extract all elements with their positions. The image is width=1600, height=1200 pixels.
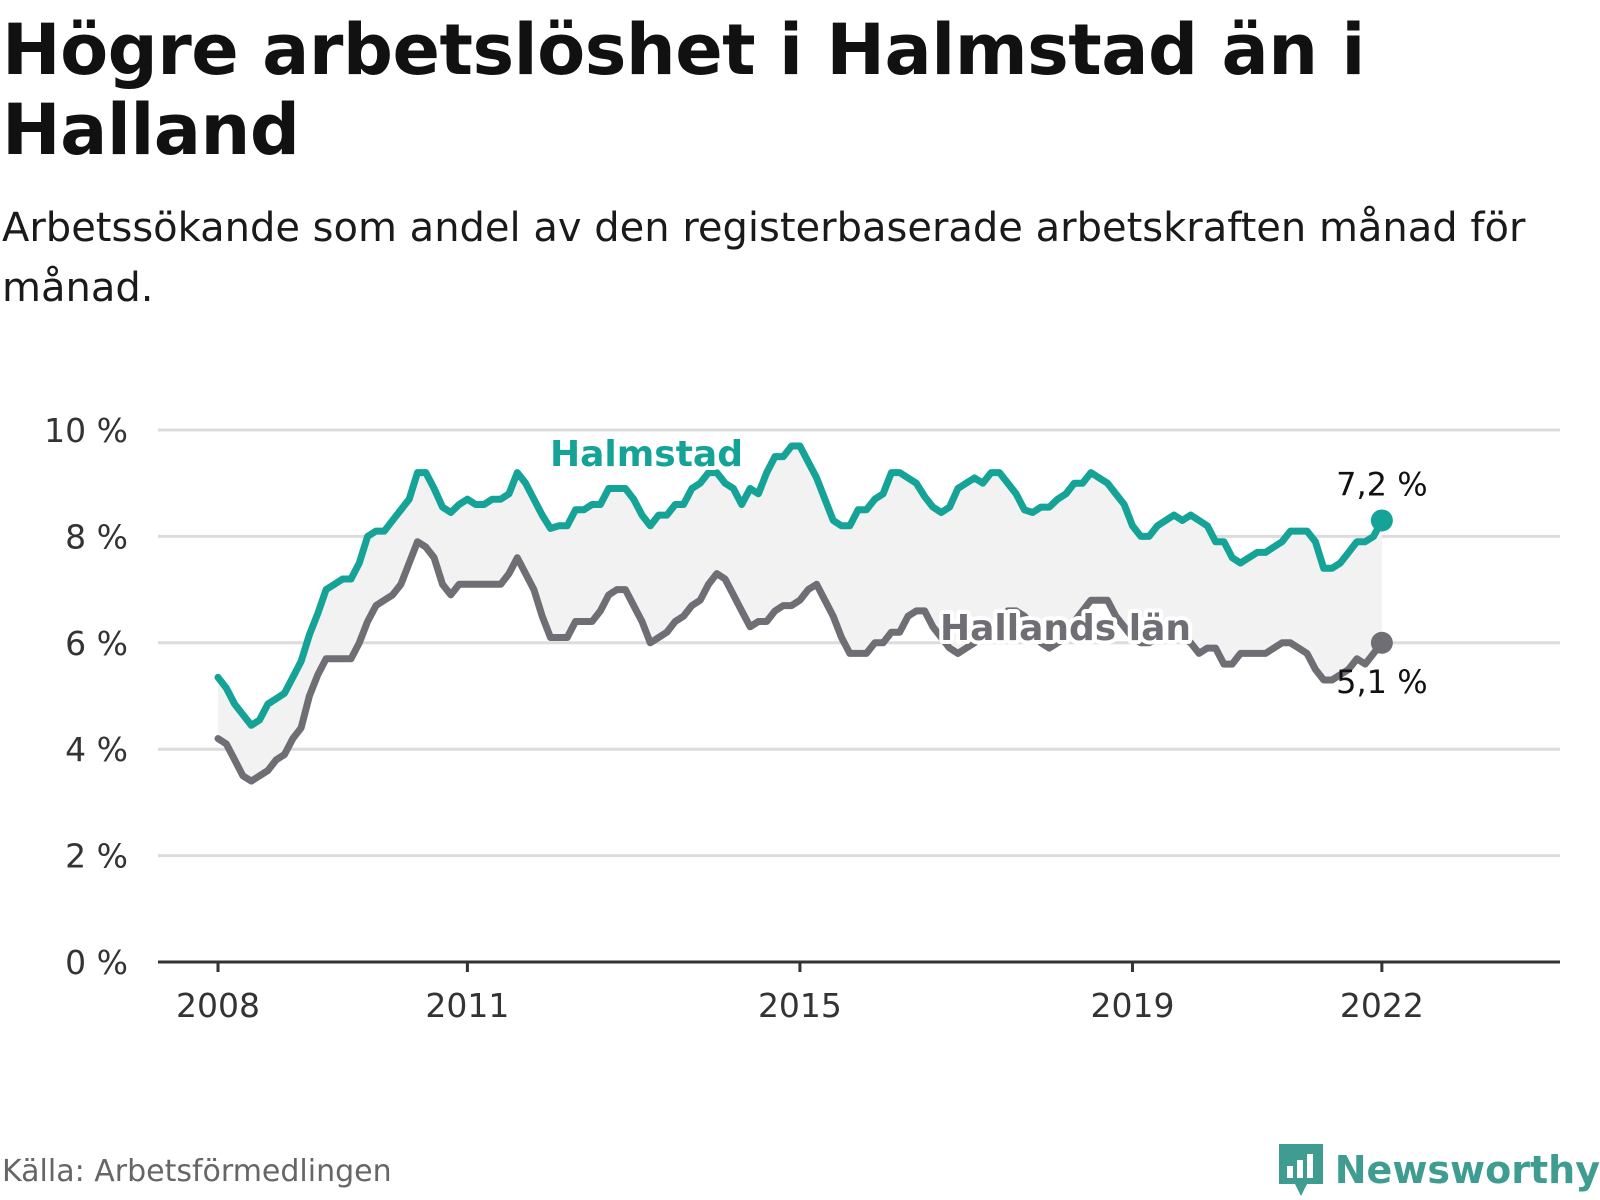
source-note: Källa: Arbetsförmedlingen <box>2 1154 392 1189</box>
x-tick-label: 2008 <box>176 986 260 1025</box>
brand-logo: Newsworthy <box>1275 1140 1600 1200</box>
line-chart: 0 % 2 % 4 % 6 % 8 % 10 % 2008 2011 2015 2019 2022… <box>44 411 1560 1025</box>
newsworthy-logo-icon <box>1278 1144 1323 1196</box>
series-line-halmstad <box>214 442 1386 729</box>
axis-ticks: 2008 2011 2015 2019 2022 <box>176 962 1424 1025</box>
difference-band <box>218 446 1382 782</box>
x-tick-label: 2019 <box>1090 986 1174 1025</box>
end-label-halmstad: 7,2 % <box>1336 465 1427 503</box>
series-line-hallands-lan <box>214 538 1386 785</box>
end-label-hallands-lan: 5,1 % <box>1336 663 1427 701</box>
y-tick-label: 2 % <box>65 837 128 876</box>
y-tick-label: 10 % <box>44 411 128 450</box>
brand-name: Newsworthy <box>1334 1148 1600 1192</box>
y-tick-label: 0 % <box>65 943 128 982</box>
end-point-halmstad <box>1370 509 1393 532</box>
x-tick-label: 2011 <box>425 986 509 1025</box>
y-tick-label: 4 % <box>65 730 128 769</box>
x-tick-label: 2015 <box>758 986 842 1025</box>
chart-title: Högre arbetslöshet i Halmstad än i Halla… <box>2 9 1365 171</box>
y-tick-label: 6 % <box>65 624 128 663</box>
end-point-hallands-lan <box>1370 631 1393 654</box>
chart-subtitle: Arbetssökande som andel av den registerb… <box>2 205 1526 311</box>
series-label-halmstad: Halmstad <box>550 434 743 475</box>
y-tick-label: 8 % <box>65 517 128 556</box>
gridlines: 0 % 2 % 4 % 6 % 8 % 10 % <box>44 411 1560 982</box>
series-label-hallands-lan: Hallands län <box>940 608 1191 649</box>
x-tick-label: 2022 <box>1340 986 1424 1025</box>
